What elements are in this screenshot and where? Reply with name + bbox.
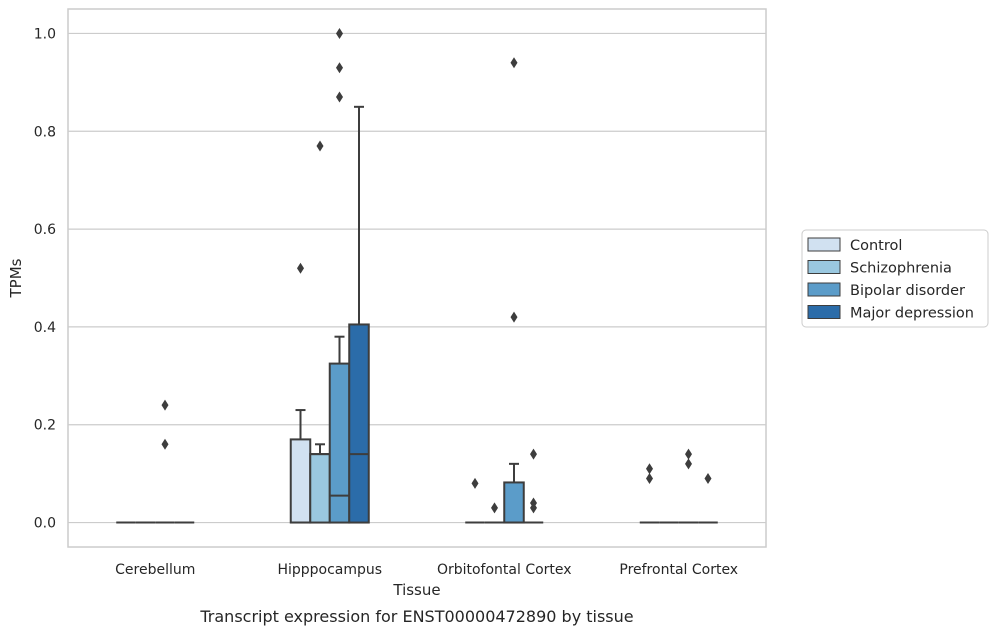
box-body bbox=[503, 481, 525, 524]
y-tick-label: 0.4 bbox=[34, 320, 56, 336]
box-body bbox=[348, 323, 370, 524]
outlier-point bbox=[336, 27, 343, 39]
legend-label: Major depression bbox=[850, 306, 974, 322]
y-axis-label: TPMs bbox=[7, 258, 25, 298]
box-bipolar-disorder bbox=[678, 448, 699, 524]
x-tick-label: Orbitofontal Cortex bbox=[437, 562, 572, 578]
box-schizophrenia bbox=[309, 140, 331, 524]
legend-label: Bipolar disorder bbox=[850, 283, 965, 299]
x-tick-label: Prefrontal Cortex bbox=[619, 562, 738, 578]
outlier-point bbox=[646, 473, 653, 485]
chart-caption: Transcript expression for ENST0000047289… bbox=[199, 607, 633, 626]
outlier-point bbox=[704, 473, 712, 485]
outlier-point bbox=[491, 502, 498, 514]
legend-swatch bbox=[807, 305, 841, 319]
outlier-point bbox=[510, 57, 518, 69]
legend-label: Control bbox=[850, 238, 902, 254]
box-major-depression bbox=[698, 473, 718, 524]
legend: Control Schizophrenia Bipolar disorder Majo… bbox=[801, 229, 989, 328]
y-tick-label: 1.0 bbox=[34, 26, 56, 42]
outlier-point bbox=[471, 477, 479, 489]
outlier-point bbox=[336, 91, 343, 103]
box-body bbox=[309, 453, 331, 524]
outlier-point bbox=[530, 448, 537, 460]
legend-label: Schizophrenia bbox=[850, 261, 952, 277]
outlier-point bbox=[161, 438, 169, 450]
outlier-point bbox=[316, 140, 324, 152]
outlier-point bbox=[336, 62, 343, 74]
x-tick-label: Hipppocampus bbox=[277, 562, 382, 578]
box-major-depression bbox=[523, 448, 544, 524]
box-control bbox=[465, 477, 485, 524]
outlier-point bbox=[646, 463, 653, 475]
outlier-point bbox=[510, 311, 518, 323]
x-tick-label: Cerebellum bbox=[115, 562, 195, 578]
legend-swatch bbox=[807, 237, 841, 252]
axis-ticks: 0.0 0.2 0.4 0.6 0.8 1.0 Cerebellum Hipppocampus… bbox=[34, 26, 738, 578]
legend-frame bbox=[801, 229, 989, 328]
x-axis-label: Tissue bbox=[392, 581, 440, 599]
box-control bbox=[289, 262, 312, 524]
box-bipolar-disorder bbox=[155, 399, 175, 524]
gridlines bbox=[68, 32, 766, 524]
outlier-point bbox=[685, 448, 692, 460]
box-bipolar-disorder bbox=[503, 57, 525, 524]
box-body bbox=[328, 362, 351, 524]
plot-frame bbox=[67, 8, 767, 548]
y-tick-label: 0.0 bbox=[34, 516, 56, 532]
box-control bbox=[639, 463, 660, 524]
outlier-point bbox=[297, 262, 304, 274]
legend-swatch bbox=[807, 282, 841, 297]
box-schizophrenia bbox=[484, 502, 505, 524]
box-body bbox=[289, 438, 312, 524]
outlier-point bbox=[530, 502, 537, 514]
outlier-point bbox=[161, 399, 169, 411]
box-major-depression bbox=[348, 105, 370, 524]
box-bipolar-disorder bbox=[328, 27, 351, 524]
legend-swatch bbox=[807, 260, 841, 274]
y-tick-label: 0.2 bbox=[34, 418, 56, 434]
box-plot-area bbox=[116, 27, 718, 524]
outlier-point bbox=[685, 458, 692, 470]
y-tick-label: 0.6 bbox=[34, 222, 56, 238]
y-tick-label: 0.8 bbox=[34, 124, 56, 140]
